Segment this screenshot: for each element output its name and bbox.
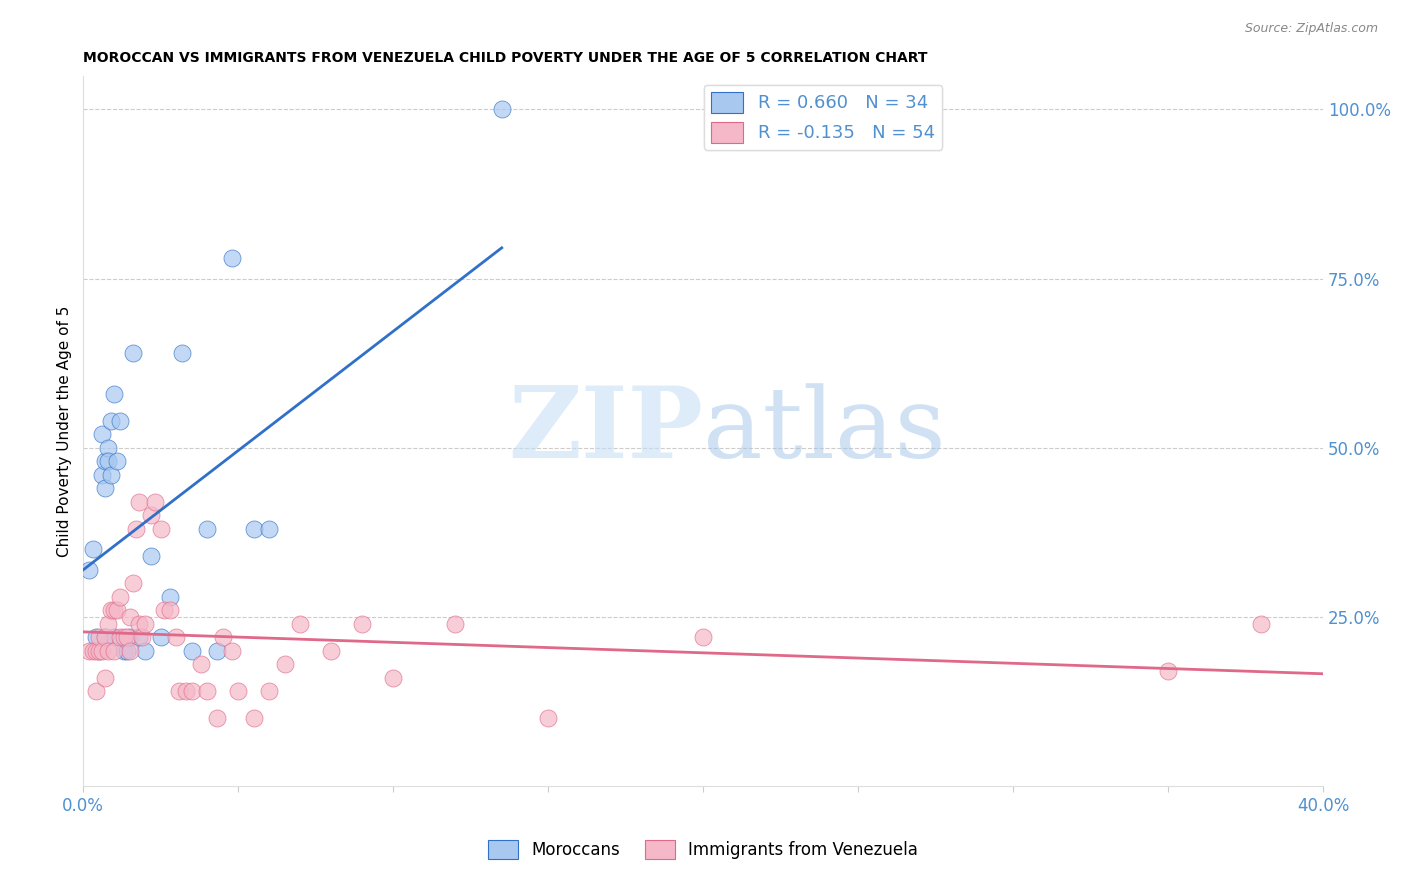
Point: [94, 630, 117, 644]
Point: [103, 386, 125, 401]
Point: [274, 657, 297, 672]
Point: [112, 630, 135, 644]
Point: [100, 414, 122, 428]
Point: [141, 508, 163, 523]
Point: [122, 576, 145, 591]
Point: [87, 644, 110, 658]
Point: [122, 346, 145, 360]
Point: [205, 644, 228, 658]
Point: [221, 644, 243, 658]
Point: [100, 603, 122, 617]
Point: [290, 616, 312, 631]
Point: [259, 684, 281, 698]
Point: [352, 616, 374, 631]
Point: [226, 684, 249, 698]
Point: [1250, 616, 1272, 631]
Point: [79, 644, 101, 658]
Point: [211, 630, 233, 644]
Point: [103, 603, 125, 617]
Text: MOROCCAN VS IMMIGRANTS FROM VENEZUELA CHILD POVERTY UNDER THE AGE OF 5 CORRELATI: MOROCCAN VS IMMIGRANTS FROM VENEZUELA CH…: [83, 51, 928, 65]
Point: [84, 630, 107, 644]
Point: [94, 671, 117, 685]
Point: [143, 495, 166, 509]
Point: [110, 590, 132, 604]
Point: [87, 630, 110, 644]
Point: [128, 630, 150, 644]
Point: [195, 684, 218, 698]
Point: [125, 522, 148, 536]
Point: [103, 630, 125, 644]
Point: [134, 644, 156, 658]
Point: [90, 427, 112, 442]
Point: [97, 454, 120, 468]
Point: [97, 644, 120, 658]
Point: [112, 644, 135, 658]
Point: [692, 630, 714, 644]
Point: [97, 441, 120, 455]
Point: [205, 711, 228, 725]
Point: [105, 454, 128, 468]
Point: [118, 630, 141, 644]
Point: [1157, 664, 1180, 678]
Point: [118, 644, 141, 658]
Point: [537, 711, 560, 725]
Y-axis label: Child Poverty Under the Age of 5: Child Poverty Under the Age of 5: [58, 305, 72, 557]
Point: [141, 549, 163, 563]
Point: [100, 467, 122, 482]
Point: [172, 346, 194, 360]
Point: [94, 630, 117, 644]
Point: [79, 563, 101, 577]
Point: [134, 616, 156, 631]
Text: atlas: atlas: [703, 383, 946, 479]
Point: [242, 711, 264, 725]
Point: [180, 684, 202, 698]
Point: [105, 603, 128, 617]
Point: [90, 467, 112, 482]
Point: [87, 644, 110, 658]
Point: [180, 644, 202, 658]
Point: [94, 482, 117, 496]
Point: [153, 603, 176, 617]
Point: [103, 644, 125, 658]
Point: [221, 252, 243, 266]
Point: [165, 630, 187, 644]
Point: [128, 495, 150, 509]
Point: [97, 616, 120, 631]
Point: [159, 590, 181, 604]
Point: [131, 630, 153, 644]
Point: [195, 522, 218, 536]
Point: [382, 671, 405, 685]
Legend: Moroccans, Immigrants from Venezuela: Moroccans, Immigrants from Venezuela: [481, 833, 925, 866]
Point: [444, 616, 467, 631]
Text: Source: ZipAtlas.com: Source: ZipAtlas.com: [1244, 22, 1378, 36]
Point: [84, 684, 107, 698]
Point: [169, 684, 191, 698]
Point: [190, 657, 212, 672]
Point: [242, 522, 264, 536]
Point: [110, 414, 132, 428]
Point: [491, 103, 513, 117]
Point: [115, 644, 138, 658]
Point: [115, 630, 138, 644]
Text: ZIP: ZIP: [509, 383, 703, 479]
Point: [82, 644, 104, 658]
Point: [94, 454, 117, 468]
Point: [174, 684, 197, 698]
Point: [321, 644, 343, 658]
Point: [149, 630, 172, 644]
Point: [110, 630, 132, 644]
Point: [118, 610, 141, 624]
Legend: R = 0.660   N = 34, R = -0.135   N = 54: R = 0.660 N = 34, R = -0.135 N = 54: [703, 85, 942, 150]
Point: [259, 522, 281, 536]
Point: [90, 644, 112, 658]
Point: [159, 603, 181, 617]
Point: [82, 542, 104, 557]
Point: [128, 616, 150, 631]
Point: [149, 522, 172, 536]
Point: [84, 644, 107, 658]
